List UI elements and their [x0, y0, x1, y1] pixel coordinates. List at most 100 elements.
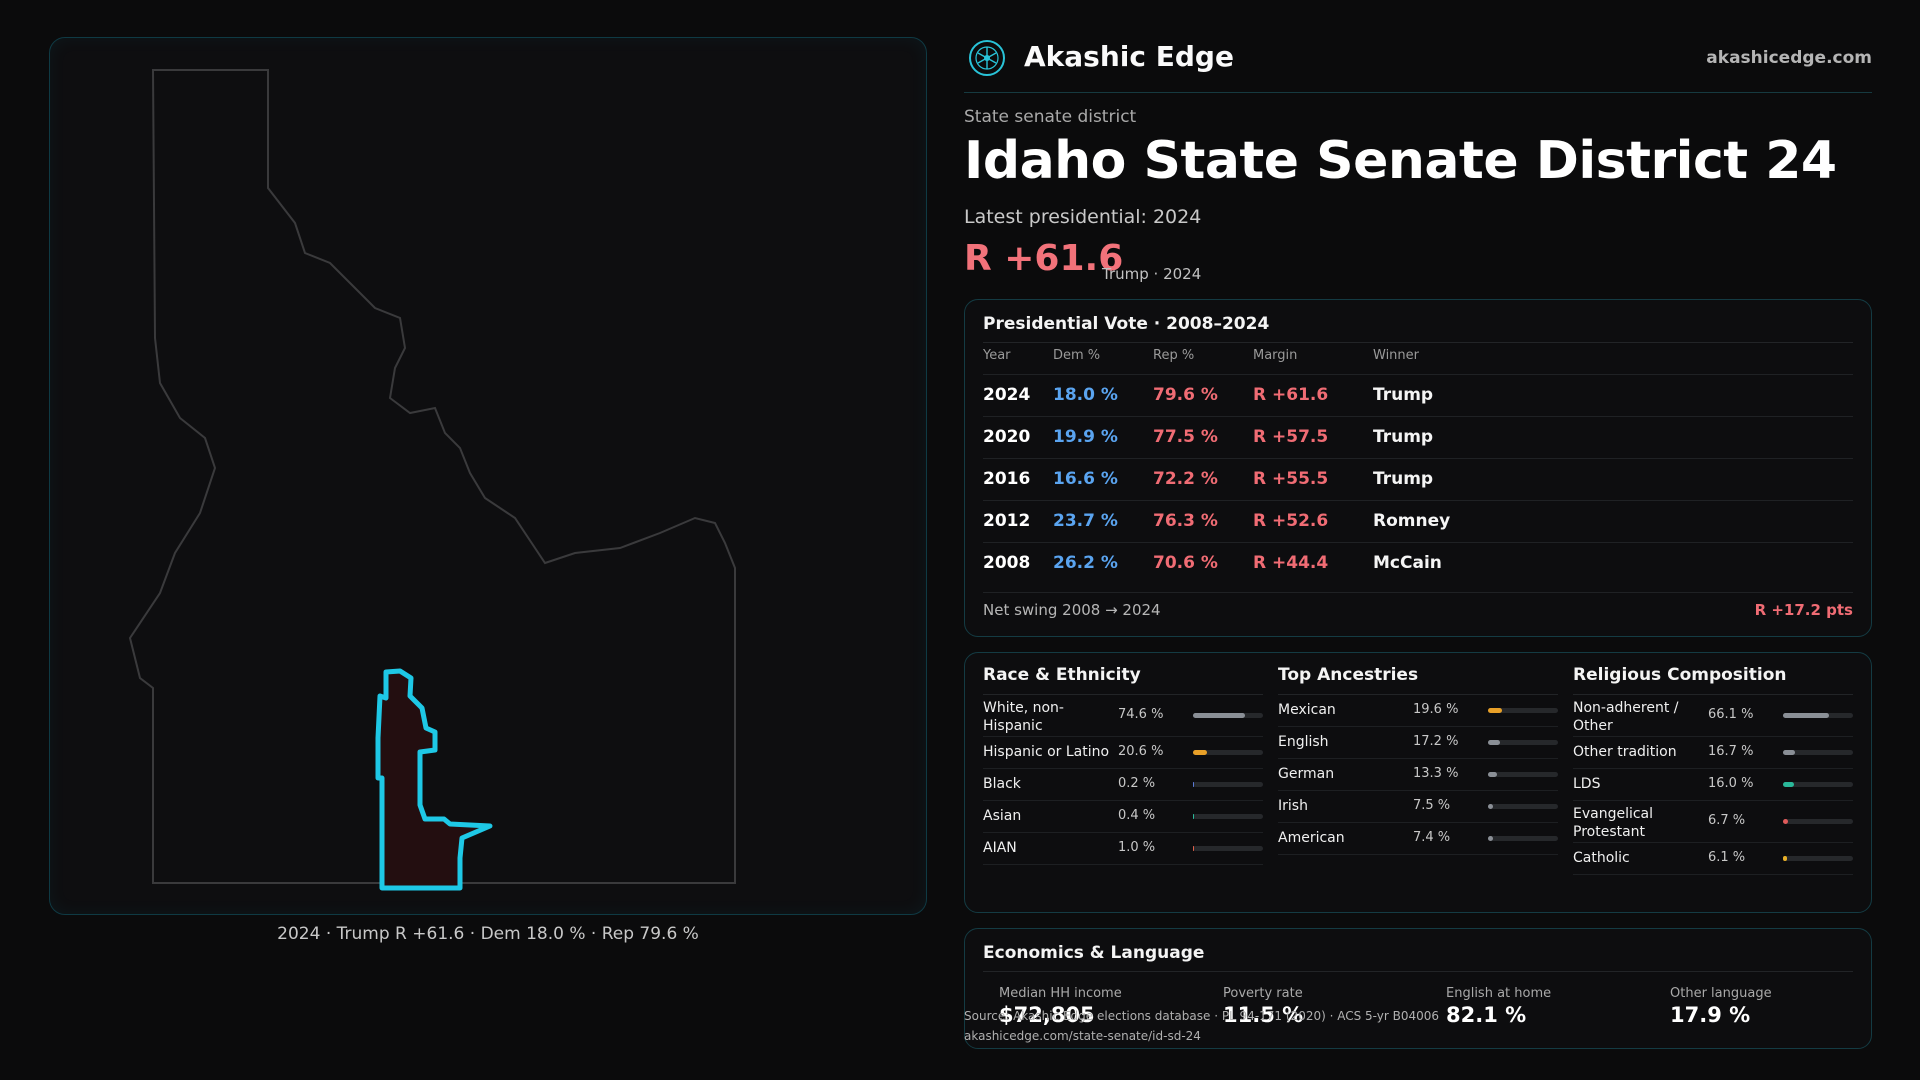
district-map[interactable] — [50, 38, 928, 916]
bar-fill — [1193, 814, 1194, 819]
stat-label: English at home — [1446, 986, 1552, 1001]
stat-label: Other language — [1670, 986, 1772, 1001]
item-pct: 74.6 % — [1118, 707, 1164, 722]
item-pct: 17.2 % — [1413, 734, 1459, 749]
header-year: Year — [983, 348, 1011, 363]
cell-winner: Romney — [1373, 511, 1451, 531]
bar-track — [1193, 713, 1263, 718]
table-row[interactable]: 2016 16.6 % 72.2 % R +55.5 Trump — [983, 458, 1853, 500]
item-label: German — [1278, 766, 1335, 782]
bar-track — [1488, 708, 1558, 713]
cell-winner: Trump — [1373, 469, 1434, 489]
bar-fill — [1193, 846, 1194, 851]
table-row[interactable]: 2008 26.2 % 70.6 % R +44.4 McCain — [983, 542, 1853, 584]
median-income-stat: Median HH income $72,805 — [999, 986, 1122, 1027]
bar-track — [1193, 846, 1263, 851]
cell-year: 2008 — [983, 553, 1031, 573]
cell-rep: 70.6 % — [1153, 553, 1218, 573]
net-swing: Net swing 2008 → 2024 R +17.2 pts — [983, 592, 1853, 626]
header-margin: Margin — [1253, 348, 1298, 363]
table-row[interactable]: 2012 23.7 % 76.3 % R +52.6 Romney — [983, 500, 1853, 542]
top-ancestries-column: Top Ancestries Mexican 19.6 % English 17… — [1278, 665, 1558, 855]
cell-year: 2012 — [983, 511, 1031, 531]
item-label: Evangelical Protestant — [1573, 806, 1654, 840]
table-row[interactable]: 2024 18.0 % 79.6 % R +61.6 Trump — [983, 374, 1853, 416]
cell-margin: R +61.6 — [1253, 385, 1329, 405]
list-item: Hispanic or Latino 20.6 % — [983, 737, 1263, 769]
stat-value: $72,805 — [999, 1003, 1095, 1027]
item-pct: 0.4 % — [1118, 808, 1156, 823]
bar-fill — [1488, 740, 1501, 745]
item-pct: 1.0 % — [1118, 840, 1156, 855]
bar-fill — [1488, 772, 1498, 777]
divider — [983, 342, 1853, 343]
source-line: Source: Akashic Edge elections database … — [964, 1009, 1440, 1023]
cell-year: 2016 — [983, 469, 1031, 489]
brand-name[interactable]: Akashic Edge — [1024, 40, 1234, 73]
bar-track — [1488, 772, 1558, 777]
item-pct: 7.4 % — [1413, 830, 1451, 845]
list-item: Mexican 19.6 % — [1278, 695, 1558, 727]
race-ethnicity-column: Race & Ethnicity White, non-Hispanic 74.… — [983, 665, 1263, 865]
presidential-vote-card: Presidential Vote · 2008–2024 Year Dem %… — [964, 299, 1872, 637]
item-pct: 13.3 % — [1413, 766, 1459, 781]
item-pct: 20.6 % — [1118, 744, 1164, 759]
card-title: Economics & Language — [983, 943, 1205, 963]
map-caption: 2024 · Trump R +61.6 · Dem 18.0 % · Rep … — [277, 924, 699, 944]
header-winner: Winner — [1373, 348, 1420, 363]
table-header: Year Dem % Rep % Margin Winner — [983, 348, 1853, 372]
district-24-shape[interactable] — [375, 668, 493, 891]
map-panel[interactable] — [49, 37, 927, 915]
cell-margin: R +44.4 — [1253, 553, 1329, 573]
bar-track — [1488, 836, 1558, 841]
akashic-logo-icon[interactable] — [968, 39, 1006, 77]
item-pct: 0.2 % — [1118, 776, 1156, 791]
bar-fill — [1783, 782, 1795, 787]
source-note: Source: Akashic Edge elections database … — [964, 1006, 1439, 1046]
item-label: Mexican — [1278, 702, 1336, 718]
cell-margin: R +52.6 — [1253, 511, 1329, 531]
cell-dem: 19.9 % — [1053, 427, 1118, 447]
stat-value: 82.1 % — [1446, 1003, 1527, 1027]
list-item: LDS 16.0 % — [1573, 769, 1853, 801]
religious-composition-column: Religious Composition Non-adherent / Oth… — [1573, 665, 1853, 875]
list-item: Black 0.2 % — [983, 769, 1263, 801]
card-title: Presidential Vote · 2008–2024 — [983, 314, 1270, 334]
bar-track — [1783, 782, 1853, 787]
headline-margin: R +61.6 — [964, 238, 1124, 279]
list-item: White, non-Hispanic 74.6 % — [983, 695, 1263, 737]
item-label: AIAN — [983, 840, 1017, 856]
source-url[interactable]: akashicedge.com/state-senate/id-sd-24 — [964, 1029, 1201, 1043]
other-language-stat: Other language 17.9 % — [1670, 986, 1772, 1027]
bar-track — [1488, 740, 1558, 745]
item-label: American — [1278, 830, 1345, 846]
item-label: White, non-Hispanic — [983, 700, 1064, 734]
item-pct: 16.0 % — [1708, 776, 1754, 791]
bar-track — [1783, 713, 1853, 718]
cell-rep: 79.6 % — [1153, 385, 1218, 405]
cell-rep: 72.2 % — [1153, 469, 1218, 489]
table-row[interactable]: 2020 19.9 % 77.5 % R +57.5 Trump — [983, 416, 1853, 458]
list-item: Asian 0.4 % — [983, 801, 1263, 833]
bar-fill — [1783, 750, 1795, 755]
brand-url[interactable]: akashicedge.com — [1706, 48, 1872, 68]
bar-track — [1783, 750, 1853, 755]
cell-rep: 77.5 % — [1153, 427, 1218, 447]
bar-fill — [1783, 713, 1830, 718]
item-label: Black — [983, 776, 1021, 792]
cell-dem: 26.2 % — [1053, 553, 1118, 573]
bar-fill — [1193, 782, 1194, 787]
list-item: AIAN 1.0 % — [983, 833, 1263, 865]
bar-fill — [1193, 713, 1246, 718]
item-pct: 16.7 % — [1708, 744, 1754, 759]
english-at-home-stat: English at home 82.1 % — [1446, 986, 1551, 1027]
economics-card: Economics & Language Median HH income $7… — [964, 928, 1872, 1049]
item-pct: 19.6 % — [1413, 702, 1459, 717]
item-label: English — [1278, 734, 1329, 750]
stat-label: Median HH income — [999, 986, 1122, 1001]
cell-winner: Trump — [1373, 385, 1434, 405]
divider — [983, 971, 1853, 972]
headline-margin-sub: Trump · 2024 — [1102, 265, 1202, 283]
race-ethnicity-title: Race & Ethnicity — [983, 665, 1263, 695]
bar-track — [1783, 856, 1853, 861]
